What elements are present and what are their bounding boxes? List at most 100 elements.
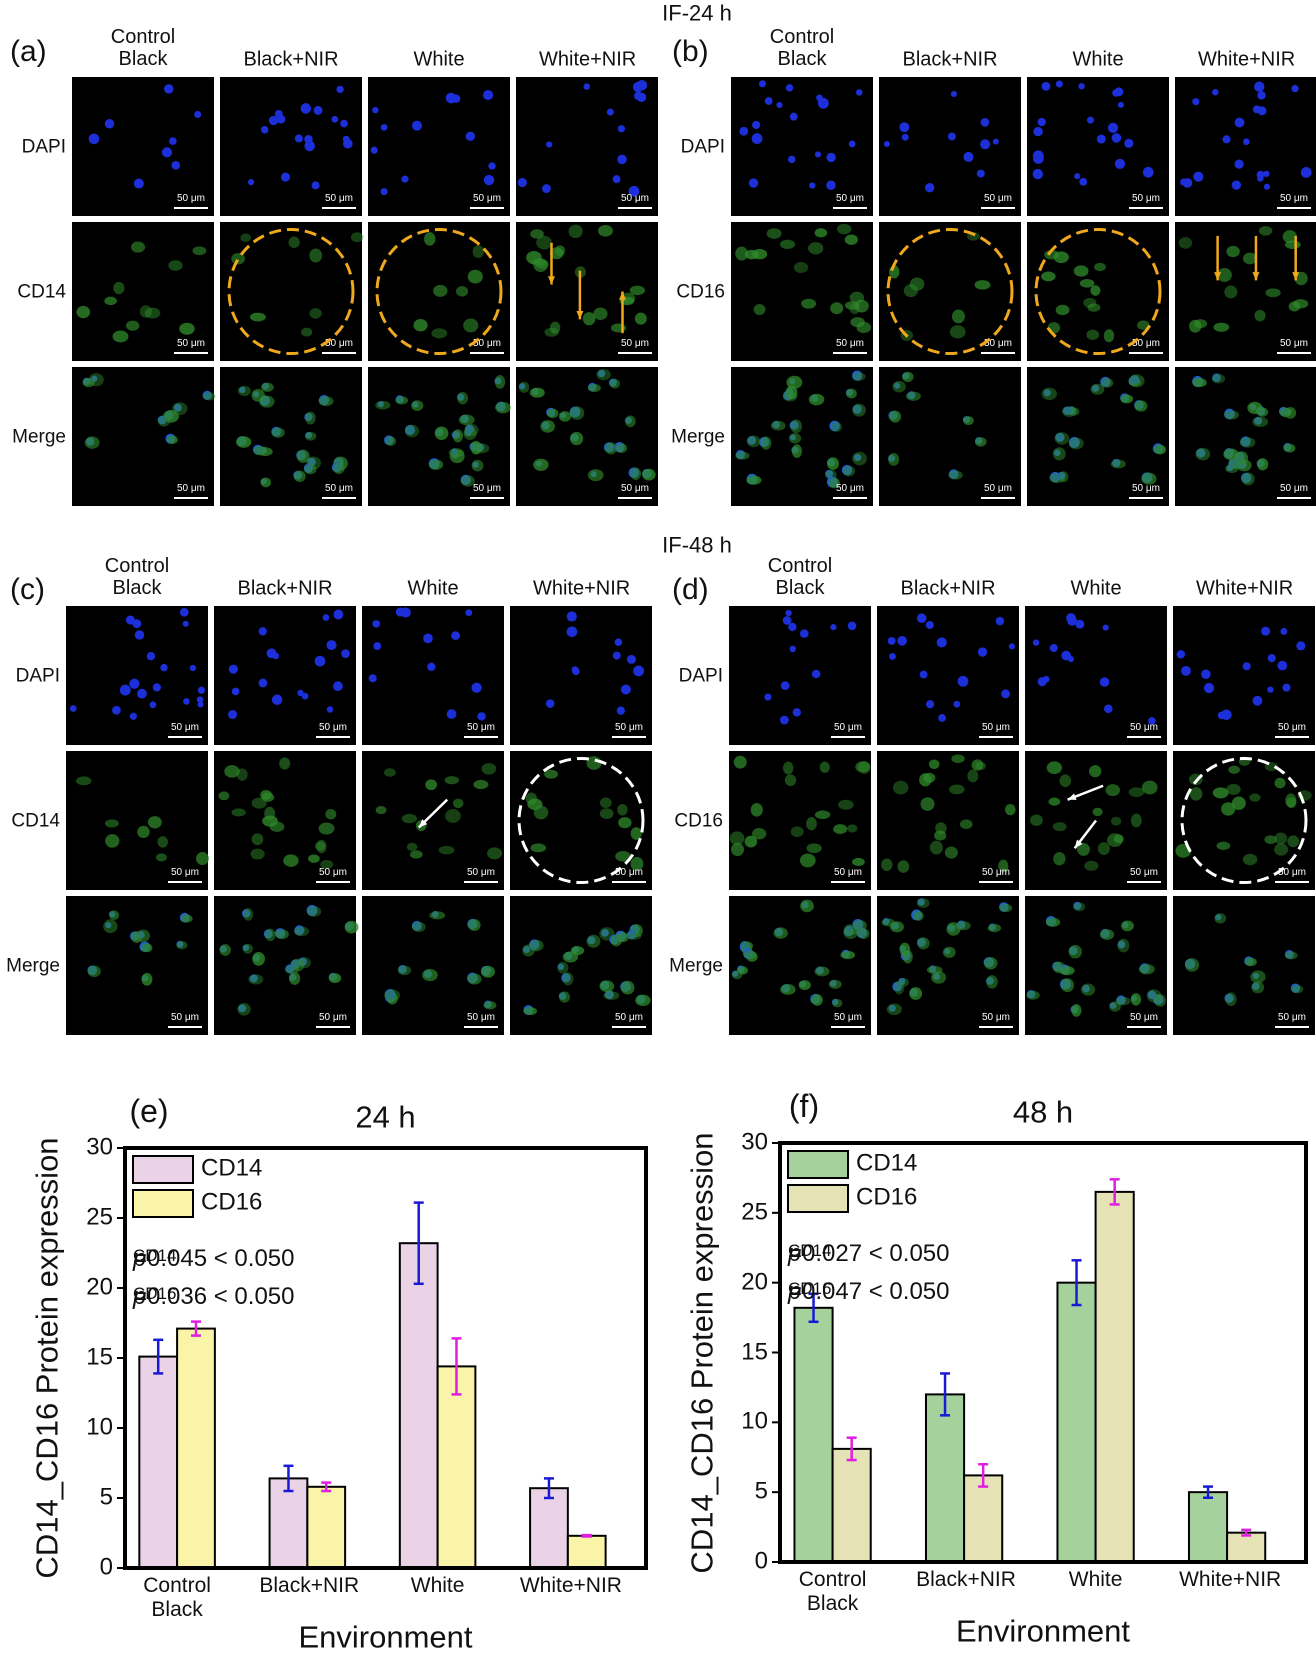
nucleus xyxy=(855,89,863,96)
cell-stain xyxy=(172,402,188,416)
chart-title: 48 h xyxy=(1012,1094,1074,1130)
cell-stain xyxy=(618,817,632,829)
x-tick-label: Control Black xyxy=(143,1574,211,1621)
error-bar xyxy=(808,1292,819,1324)
column-label: White xyxy=(413,48,465,71)
cell-stain xyxy=(1068,437,1084,450)
cell-stain xyxy=(375,806,387,815)
cell-stain xyxy=(283,854,299,867)
nucleus xyxy=(826,180,836,191)
cell-stain xyxy=(429,459,444,470)
cell-stain xyxy=(1231,796,1246,810)
cell-stain xyxy=(599,797,612,809)
nucleus xyxy=(1203,682,1215,694)
nucleus xyxy=(1008,643,1015,650)
nucleus xyxy=(617,125,626,133)
cell-stain xyxy=(752,248,768,260)
column-label: White xyxy=(407,577,459,600)
scale-label: 50 μm xyxy=(1278,722,1306,733)
cell-stain xyxy=(104,296,117,306)
nucleus xyxy=(333,681,343,692)
nucleus xyxy=(883,141,890,148)
micrograph xyxy=(729,896,871,1035)
nucleus xyxy=(1075,619,1085,629)
bar xyxy=(268,1477,309,1570)
cell-stain xyxy=(301,327,313,337)
nucleus xyxy=(785,609,792,617)
cell-stain xyxy=(251,388,265,402)
nucleus xyxy=(336,85,344,94)
error-bar xyxy=(153,1338,164,1375)
nucleus xyxy=(297,689,304,697)
scale-label: 50 μm xyxy=(171,722,199,733)
y-tick-label: 25 xyxy=(86,1203,113,1231)
scale-label: 50 μm xyxy=(836,338,864,349)
cell-stain xyxy=(847,824,858,833)
nucleus xyxy=(1049,643,1058,653)
nucleus xyxy=(1107,122,1119,133)
cell-stain xyxy=(800,899,814,913)
nucleus xyxy=(228,709,238,720)
nucleus xyxy=(847,621,857,631)
nucleus xyxy=(830,624,837,631)
scale-label: 50 μm xyxy=(1132,483,1160,494)
error-bar xyxy=(1109,1178,1120,1206)
cell-stain xyxy=(240,233,251,243)
nucleus xyxy=(1032,639,1040,646)
cell-stain xyxy=(308,854,320,863)
micrograph xyxy=(368,77,510,216)
micrograph xyxy=(879,77,1021,216)
nucleus xyxy=(1296,641,1306,651)
nucleus xyxy=(1068,437,1080,448)
cell-stain xyxy=(923,772,936,783)
cell-stain xyxy=(735,451,750,460)
micrograph xyxy=(877,606,1019,745)
micrograph xyxy=(362,751,504,890)
nucleus xyxy=(342,135,350,143)
cell-stain xyxy=(168,260,183,271)
micrograph xyxy=(731,222,873,361)
nucleus xyxy=(571,666,579,674)
cell-stain xyxy=(630,827,642,840)
nucleus xyxy=(373,642,382,650)
cell-stain xyxy=(467,269,483,284)
nucleus xyxy=(1263,183,1271,190)
cell-stain xyxy=(1090,285,1101,296)
cell-stain xyxy=(1141,472,1157,485)
cell-stain xyxy=(251,833,264,846)
cell-stain xyxy=(328,973,342,984)
nucleus xyxy=(1240,436,1251,447)
nucleus xyxy=(483,90,494,101)
cell-stain xyxy=(569,406,585,420)
nucleus xyxy=(1243,138,1250,146)
cell-stain xyxy=(218,791,230,801)
legend-label: CD14 xyxy=(201,1154,263,1182)
cell-stain xyxy=(296,449,310,463)
bar xyxy=(398,1242,439,1569)
cell-stain xyxy=(931,971,947,984)
nucleus xyxy=(1114,158,1126,169)
cell-stain xyxy=(1120,920,1134,932)
cell-stain xyxy=(967,769,979,783)
nucleus xyxy=(764,97,773,105)
cell-stain xyxy=(494,374,506,389)
bar xyxy=(566,1534,607,1570)
nucleus xyxy=(134,630,145,640)
nucleus xyxy=(841,464,853,476)
cell-stain xyxy=(1251,981,1265,994)
cell-stain xyxy=(1224,285,1238,299)
cell-stain xyxy=(350,232,364,243)
cell-stain xyxy=(1178,237,1193,249)
cell-stain xyxy=(784,774,797,787)
cell-stain xyxy=(1184,958,1200,972)
y-tick-label: 15 xyxy=(741,1338,768,1366)
cell-stain xyxy=(1223,448,1239,461)
cell-stain xyxy=(271,427,285,438)
y-tick-label: 25 xyxy=(741,1198,768,1226)
nucleus xyxy=(758,80,766,88)
scale-label: 50 μm xyxy=(1130,1012,1158,1023)
cell-stain xyxy=(109,910,120,921)
error-bar xyxy=(413,1201,424,1286)
nucleus xyxy=(160,663,168,672)
scale-label: 50 μm xyxy=(982,867,1010,878)
